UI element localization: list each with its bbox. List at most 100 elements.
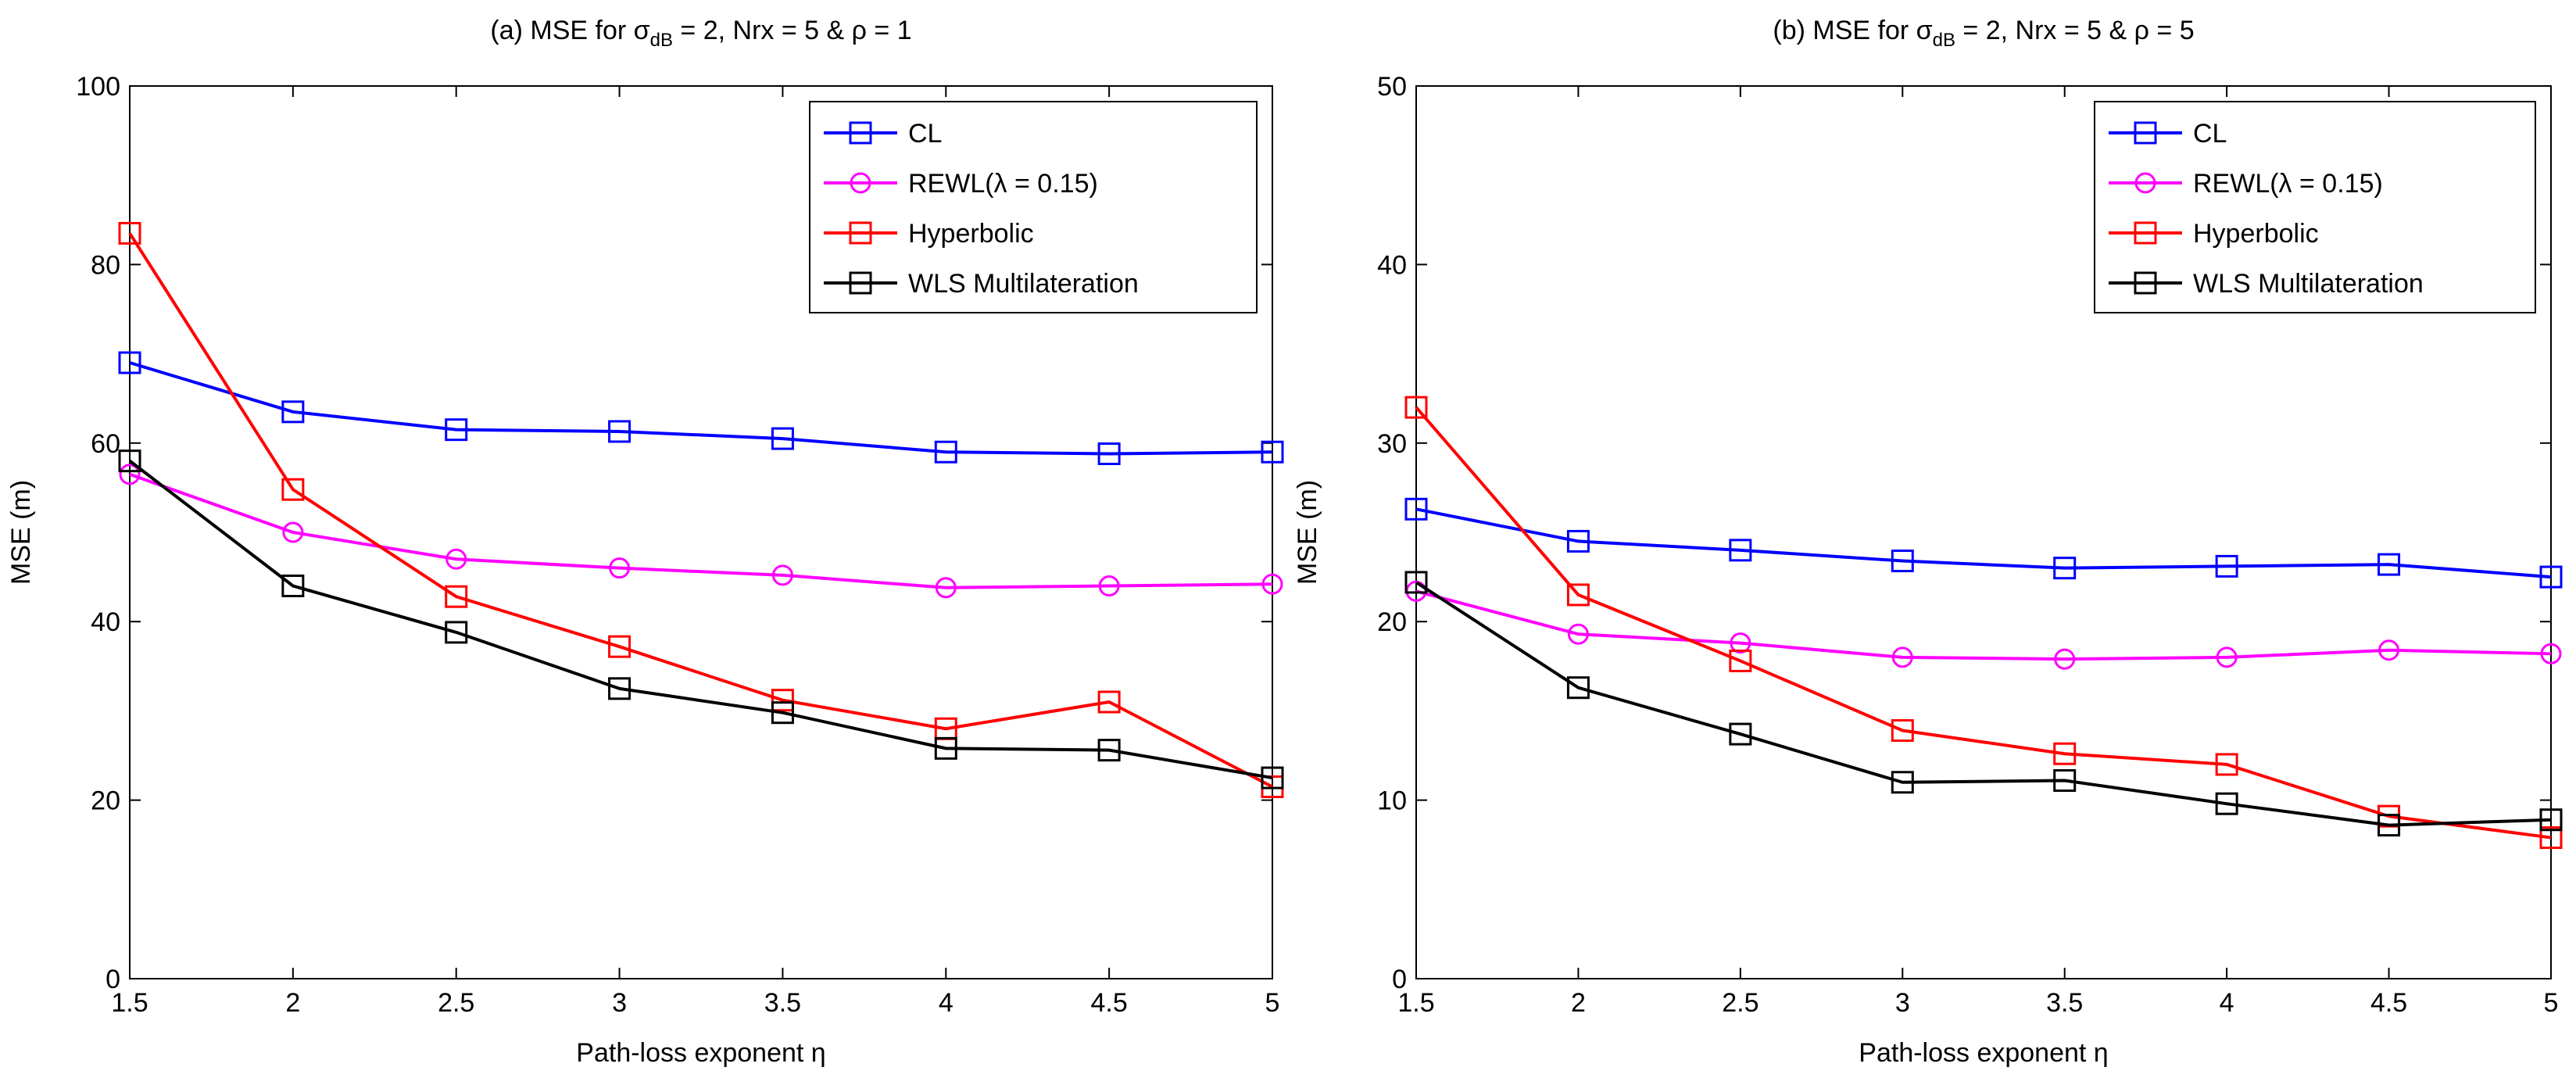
data-point — [1098, 575, 1120, 597]
x-axis-label: Path-loss exponent η — [576, 1038, 825, 1068]
x-axis-label: Path-loss exponent η — [1859, 1038, 2108, 1068]
data-point — [2377, 814, 2401, 837]
data-point — [2377, 553, 2401, 576]
x-tick-label: 5 — [2544, 988, 2559, 1018]
legend: CL REWL(λ = 0.15) Hyperbolic WLS Multilater… — [809, 101, 1258, 313]
legend-marker — [2134, 172, 2156, 194]
data-point — [771, 427, 794, 450]
legend-label: CL — [2193, 119, 2227, 149]
y-tick-label: 10 — [1377, 786, 1407, 816]
legend-box — [2094, 101, 2536, 313]
x-tick-label: 4 — [2220, 988, 2234, 1018]
series-0 — [1404, 497, 2563, 589]
y-tick-label: 20 — [1377, 607, 1407, 637]
series-0 — [118, 351, 1284, 466]
x-tick-label: 2.5 — [438, 988, 474, 1018]
data-point — [445, 585, 468, 608]
series-3 — [1404, 571, 2563, 837]
chart-title: (a) MSE for σdB = 2, Nrx = 5 & ρ = 1 — [490, 16, 911, 51]
y-axis-label: MSE (m) — [1293, 480, 1322, 585]
data-point — [2215, 792, 2238, 815]
y-tick-label: 0 — [106, 965, 120, 994]
legend-label: REWL(λ = 0.15) — [908, 169, 1098, 199]
x-tick-label: 3.5 — [2046, 988, 2083, 1018]
data-point — [1567, 623, 1589, 645]
x-tick-label: 4 — [939, 988, 953, 1018]
data-point — [2053, 768, 2077, 792]
chart-title: (b) MSE for σdB = 2, Nrx = 5 & ρ = 5 — [1773, 16, 2194, 51]
data-point — [118, 449, 141, 473]
series-line — [1415, 581, 2552, 827]
data-point — [445, 548, 467, 570]
data-point — [2215, 753, 2238, 776]
data-point — [1261, 766, 1284, 790]
y-tick-label: 30 — [1377, 429, 1407, 459]
data-point — [118, 221, 141, 245]
data-point — [1261, 440, 1284, 464]
data-point — [2054, 648, 2076, 670]
data-point — [281, 400, 305, 424]
data-point — [1729, 722, 1752, 746]
series-line — [1415, 589, 2552, 661]
data-point — [1891, 646, 1913, 668]
x-tick-label: 1.5 — [1397, 988, 1434, 1018]
y-tick-label: 80 — [91, 250, 120, 280]
series-1 — [1405, 580, 2562, 670]
data-point — [1566, 529, 1590, 553]
data-point — [1261, 573, 1283, 595]
legend-marker — [2134, 221, 2157, 245]
data-point — [1566, 676, 1590, 700]
data-point — [119, 464, 141, 485]
legend-label: WLS Multilateration — [908, 269, 1139, 299]
legend-marker — [2134, 271, 2157, 295]
y-tick-label: 100 — [76, 72, 120, 102]
data-point — [118, 351, 141, 374]
series-line — [1415, 406, 2552, 840]
data-point — [1891, 771, 1914, 794]
x-tick-label: 1.5 — [111, 988, 148, 1018]
series-line — [129, 472, 1273, 589]
data-point — [2539, 826, 2563, 850]
data-point — [1729, 539, 1752, 562]
chart-title-suffix: = 2, Nrx = 5 & ρ = 5 — [1955, 16, 2195, 45]
x-tick-label: 4.5 — [2370, 988, 2407, 1018]
series-line — [128, 460, 1273, 780]
y-tick-label: 50 — [1377, 72, 1407, 102]
legend-label: CL — [908, 119, 942, 149]
data-point — [2539, 565, 2563, 589]
legend-box — [809, 101, 1258, 313]
chart-title-prefix: (a) MSE for σ — [490, 16, 649, 45]
data-point — [2378, 639, 2400, 661]
legend-marker — [849, 121, 872, 145]
y-axis-label: MSE (m) — [6, 480, 36, 585]
chart-panel-b: (b) MSE for σdB = 2, Nrx = 5 & ρ = 5 1.5 2… — [1293, 16, 2563, 1068]
data-point — [1404, 497, 1428, 521]
chart-title-subscript: dB — [1933, 30, 1955, 51]
x-tick-label: 2 — [285, 988, 300, 1018]
data-point — [771, 701, 794, 725]
data-point — [1891, 719, 1914, 743]
legend-marker — [849, 271, 872, 295]
data-point — [771, 564, 793, 586]
data-point — [1729, 649, 1752, 672]
data-point — [281, 478, 305, 501]
data-point — [1404, 571, 1428, 594]
y-tick-label: 20 — [91, 786, 120, 816]
data-point — [608, 677, 631, 700]
y-tick-label: 0 — [1392, 965, 1407, 994]
data-point — [445, 418, 468, 442]
data-point — [2539, 808, 2563, 832]
legend-marker — [849, 221, 872, 245]
x-tick-label: 2.5 — [1722, 988, 1758, 1018]
series-line — [1415, 507, 2552, 579]
x-tick-label: 2 — [1571, 988, 1586, 1018]
data-point — [282, 521, 304, 543]
data-point — [934, 736, 957, 760]
chart-title-prefix: (b) MSE for σ — [1773, 16, 1932, 45]
chart-panel-a: (a) MSE for σdB = 2, Nrx = 5 & ρ = 1 1.5 2… — [6, 16, 1284, 1068]
legend-label: WLS Multilateration — [2193, 269, 2424, 299]
data-point — [608, 635, 631, 658]
series-3 — [118, 449, 1284, 790]
legend-marker — [850, 172, 871, 194]
data-point — [2216, 646, 2238, 668]
